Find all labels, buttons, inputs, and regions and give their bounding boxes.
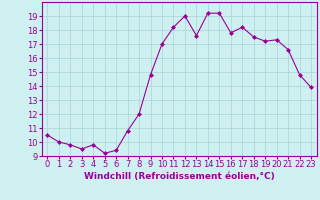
X-axis label: Windchill (Refroidissement éolien,°C): Windchill (Refroidissement éolien,°C) [84, 172, 275, 181]
